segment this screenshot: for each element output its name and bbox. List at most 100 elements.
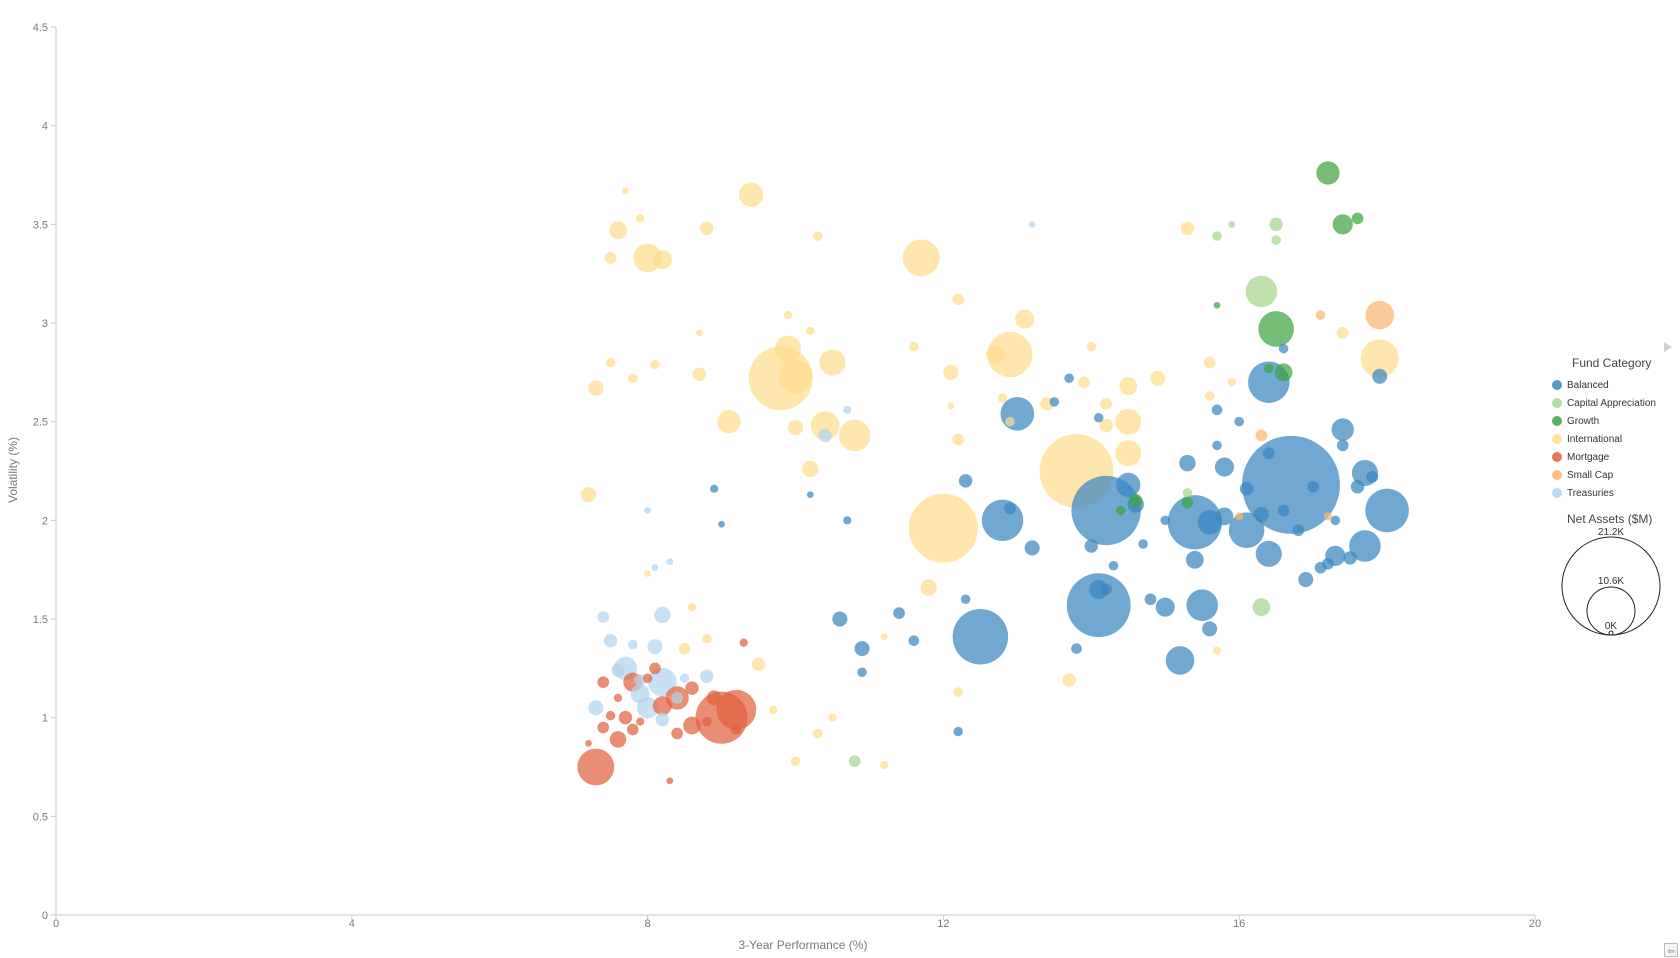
- bubble-balanced[interactable]: [854, 641, 870, 657]
- bubble-balanced[interactable]: [1202, 621, 1218, 637]
- bubble-international[interactable]: [652, 250, 672, 270]
- bubble-international[interactable]: [751, 657, 766, 672]
- bubble-balanced[interactable]: [1365, 488, 1409, 533]
- bubble-treasuries[interactable]: [588, 700, 604, 716]
- legend-item-small-cap[interactable]: Small Cap: [1552, 466, 1680, 484]
- bubble-international[interactable]: [1360, 339, 1399, 378]
- bubble-international[interactable]: [588, 380, 604, 396]
- bubble-balanced[interactable]: [1366, 471, 1379, 483]
- fullscreen-toggle-button[interactable]: ⇦: [1664, 943, 1678, 957]
- bubble-international[interactable]: [702, 633, 712, 644]
- bubble-international[interactable]: [952, 293, 965, 306]
- bubble-balanced[interactable]: [1084, 539, 1099, 553]
- bubble-balanced[interactable]: [1253, 506, 1269, 522]
- bubble-international[interactable]: [908, 493, 978, 563]
- bubble-international[interactable]: [1099, 418, 1113, 433]
- bubble-international[interactable]: [952, 433, 965, 446]
- bubble-international[interactable]: [1227, 378, 1236, 387]
- bubble-international[interactable]: [902, 239, 940, 277]
- bubble-international[interactable]: [812, 231, 823, 241]
- bubble-treasuries[interactable]: [630, 684, 650, 704]
- bubble-international[interactable]: [1204, 391, 1215, 401]
- bubble-balanced[interactable]: [1116, 472, 1141, 497]
- bubble-international[interactable]: [787, 420, 804, 436]
- bubble-balanced[interactable]: [1024, 540, 1040, 556]
- bubble-balanced[interactable]: [1372, 368, 1388, 384]
- bubble-balanced[interactable]: [1049, 397, 1060, 407]
- bubble-international[interactable]: [1119, 377, 1138, 396]
- bubble-treasuries[interactable]: [700, 669, 714, 683]
- bubble-capital-appreciation[interactable]: [848, 755, 861, 767]
- bubble-growth[interactable]: [1258, 311, 1294, 347]
- bubble-balanced[interactable]: [1255, 540, 1282, 567]
- bubble-mortgage[interactable]: [597, 676, 610, 688]
- bubble-balanced[interactable]: [1138, 539, 1148, 549]
- bubble-balanced[interactable]: [958, 474, 973, 488]
- bubble-international[interactable]: [580, 487, 596, 503]
- bubble-international[interactable]: [1062, 673, 1076, 687]
- bubble-treasuries[interactable]: [654, 606, 671, 624]
- bubble-international[interactable]: [604, 252, 617, 264]
- bubble-international[interactable]: [806, 326, 815, 336]
- bubble-international[interactable]: [943, 364, 959, 380]
- bubble-international[interactable]: [1203, 356, 1216, 369]
- bubble-balanced[interactable]: [1093, 412, 1104, 423]
- bubble-international[interactable]: [880, 760, 889, 770]
- bubble-treasuries[interactable]: [611, 663, 625, 678]
- bubble-mortgage[interactable]: [731, 724, 742, 735]
- bubble-mortgage[interactable]: [613, 693, 623, 703]
- bubble-international[interactable]: [947, 402, 955, 410]
- bubble-mortgage[interactable]: [671, 727, 684, 740]
- bubble-treasuries[interactable]: [843, 405, 852, 414]
- bubble-mortgage[interactable]: [739, 638, 748, 647]
- bubble-mortgage[interactable]: [652, 696, 672, 716]
- bubble-mortgage[interactable]: [702, 716, 712, 727]
- bubble-treasuries[interactable]: [671, 692, 684, 704]
- bubble-balanced[interactable]: [1215, 507, 1234, 526]
- bubble-balanced[interactable]: [1292, 524, 1305, 537]
- bubble-international[interactable]: [775, 335, 802, 362]
- bubble-treasuries[interactable]: [597, 611, 610, 623]
- bubble-small-cap[interactable]: [1255, 429, 1268, 442]
- legend-item-growth[interactable]: Growth: [1552, 412, 1680, 430]
- bubble-growth[interactable]: [1332, 214, 1353, 235]
- bubble-international[interactable]: [783, 310, 793, 320]
- bubble-international[interactable]: [880, 633, 888, 641]
- bubble-international[interactable]: [700, 221, 714, 236]
- bubble-international[interactable]: [1115, 440, 1142, 467]
- bubble-balanced[interactable]: [1234, 416, 1244, 427]
- bubble-international[interactable]: [605, 357, 616, 368]
- bubble-growth[interactable]: [1181, 496, 1194, 509]
- bubble-international[interactable]: [819, 349, 846, 376]
- bubble-international[interactable]: [1212, 646, 1222, 655]
- bubble-balanced[interactable]: [1322, 557, 1334, 570]
- bubble-international[interactable]: [802, 460, 819, 478]
- bubble-international[interactable]: [636, 214, 645, 223]
- bubble-treasuries[interactable]: [644, 507, 651, 514]
- bubble-treasuries[interactable]: [647, 639, 663, 655]
- bubble-growth[interactable]: [1351, 212, 1364, 225]
- bubble-balanced[interactable]: [832, 611, 848, 627]
- bubble-balanced[interactable]: [1239, 482, 1254, 496]
- bubble-balanced[interactable]: [1064, 373, 1074, 384]
- bubble-international[interactable]: [1115, 408, 1142, 435]
- bubble-balanced[interactable]: [1331, 418, 1354, 441]
- bubble-capital-appreciation[interactable]: [1269, 217, 1283, 232]
- bubble-balanced[interactable]: [1278, 343, 1289, 354]
- bubble-international[interactable]: [738, 182, 764, 207]
- bubble-balanced[interactable]: [857, 667, 867, 678]
- bubble-international[interactable]: [778, 359, 813, 394]
- bubble-balanced[interactable]: [1214, 457, 1234, 477]
- bubble-international[interactable]: [1086, 341, 1097, 352]
- bubble-balanced[interactable]: [1160, 515, 1171, 526]
- bubble-international[interactable]: [692, 367, 707, 382]
- bubble-treasuries[interactable]: [1028, 220, 1036, 228]
- bubble-capital-appreciation[interactable]: [1271, 235, 1281, 245]
- bubble-balanced[interactable]: [1186, 589, 1219, 621]
- bubble-international[interactable]: [1100, 398, 1112, 410]
- bubble-balanced[interactable]: [718, 520, 725, 528]
- bubble-international[interactable]: [609, 221, 627, 240]
- bubble-mortgage[interactable]: [649, 662, 661, 675]
- bubble-international[interactable]: [687, 603, 697, 612]
- bubble-treasuries[interactable]: [666, 558, 674, 566]
